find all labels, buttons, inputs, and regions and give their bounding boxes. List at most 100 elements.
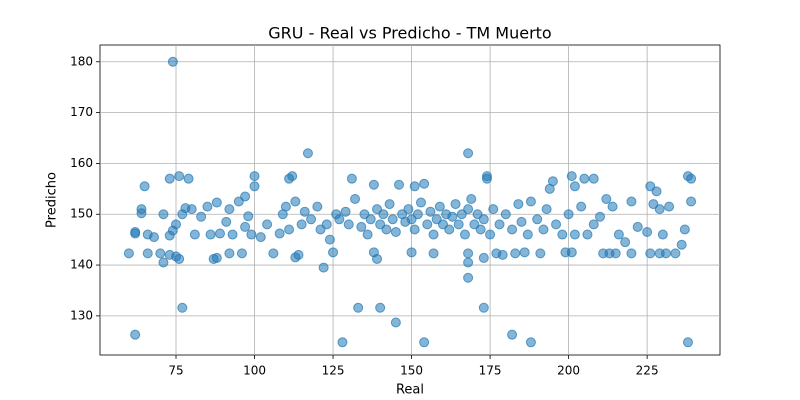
point — [525, 337, 536, 348]
point — [375, 302, 386, 313]
point — [507, 224, 518, 235]
point — [130, 329, 141, 340]
point — [645, 248, 656, 259]
point — [274, 228, 285, 239]
point — [158, 257, 169, 268]
point — [447, 211, 458, 222]
point — [566, 171, 577, 182]
point — [211, 252, 222, 263]
point — [566, 247, 577, 258]
point — [670, 248, 681, 259]
point — [510, 248, 521, 259]
point — [186, 204, 197, 215]
point — [412, 209, 423, 220]
point — [362, 229, 373, 240]
point — [246, 229, 257, 240]
point — [507, 329, 518, 340]
point — [205, 229, 216, 240]
point — [328, 247, 339, 258]
point — [340, 206, 351, 217]
point — [262, 219, 273, 230]
point — [249, 181, 260, 192]
point — [384, 199, 395, 210]
point — [299, 206, 310, 217]
point — [177, 302, 188, 313]
point — [664, 201, 675, 212]
point — [576, 201, 587, 212]
point — [409, 224, 420, 235]
point — [428, 229, 439, 240]
x-tick-label: 150 — [400, 364, 423, 378]
point — [390, 227, 401, 238]
point — [544, 183, 555, 194]
point — [434, 201, 445, 212]
point — [255, 232, 266, 243]
point — [287, 171, 298, 182]
point — [221, 216, 232, 227]
point — [372, 253, 383, 264]
point — [390, 317, 401, 328]
point — [306, 214, 317, 225]
point — [224, 204, 235, 215]
point — [356, 221, 367, 232]
point — [513, 199, 524, 210]
point — [538, 224, 549, 235]
point — [211, 197, 222, 208]
point — [632, 221, 643, 232]
point — [569, 229, 580, 240]
point — [516, 216, 527, 227]
y-tick-label: 130 — [70, 308, 93, 322]
point — [155, 248, 166, 259]
point — [183, 173, 194, 184]
point — [595, 211, 606, 222]
point — [142, 248, 153, 259]
point — [249, 171, 260, 182]
point — [494, 219, 505, 230]
point — [463, 248, 474, 259]
point — [233, 196, 244, 207]
point — [123, 248, 134, 259]
point — [350, 193, 361, 204]
point — [171, 219, 182, 230]
point — [387, 214, 398, 225]
point — [214, 228, 225, 239]
point — [227, 229, 238, 240]
point — [240, 221, 251, 232]
point — [478, 214, 489, 225]
point — [174, 171, 185, 182]
y-tick-label: 160 — [70, 156, 93, 170]
point — [296, 219, 307, 230]
point — [588, 219, 599, 230]
point — [353, 302, 364, 313]
point — [551, 219, 562, 230]
point — [475, 224, 486, 235]
point — [620, 237, 631, 248]
point — [463, 148, 474, 159]
point — [268, 248, 279, 259]
point — [202, 201, 213, 212]
point — [607, 201, 618, 212]
point — [149, 232, 160, 243]
point — [463, 204, 474, 215]
point — [535, 248, 546, 259]
point — [365, 214, 376, 225]
point — [497, 249, 508, 260]
point — [428, 248, 439, 259]
point — [682, 337, 693, 348]
point — [318, 262, 329, 273]
point — [164, 173, 175, 184]
point — [343, 219, 354, 230]
point — [541, 204, 552, 215]
x-tick-label: 125 — [322, 364, 345, 378]
point — [481, 173, 492, 184]
point — [243, 211, 254, 222]
point — [466, 193, 477, 204]
x-tick-label: 175 — [479, 364, 502, 378]
point — [519, 247, 530, 258]
point — [324, 234, 335, 245]
point — [409, 181, 420, 192]
point — [280, 201, 291, 212]
point — [236, 248, 247, 259]
point — [657, 229, 668, 240]
